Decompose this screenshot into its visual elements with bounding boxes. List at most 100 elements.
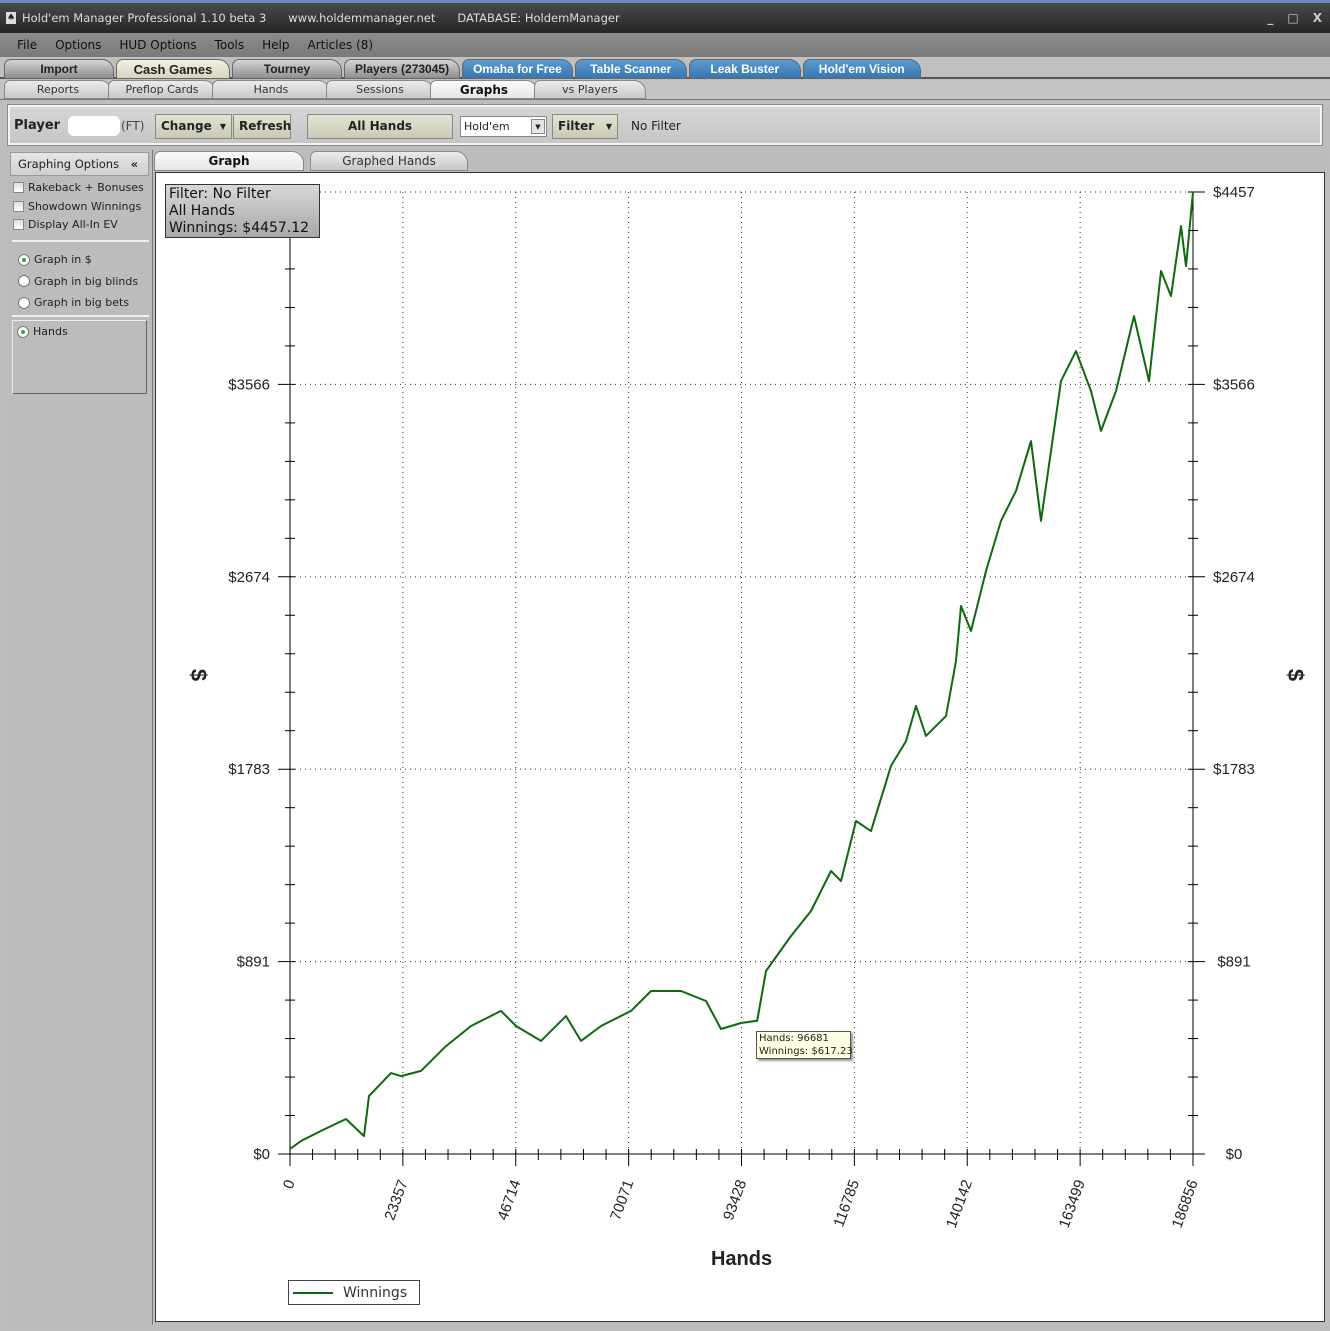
graphing-options-panel: Graphing Options « Rakeback + Bonuses Sho…: [8, 150, 153, 1325]
y-tick-label-left: $0: [253, 1146, 270, 1163]
x-tick-label: 140142: [943, 1178, 976, 1231]
y-tick-label-right: $4457: [1213, 184, 1255, 201]
tab-tourney[interactable]: Tourney: [232, 59, 342, 79]
radio-label: Graph in $: [34, 253, 92, 266]
refresh-button[interactable]: Refresh: [233, 114, 291, 139]
y-axis-title-left: $: [186, 669, 211, 681]
chevron-down-icon: ▼: [605, 122, 612, 131]
change-button[interactable]: Change ▼: [155, 114, 232, 139]
checkbox-showdown-winnings[interactable]: Showdown Winnings: [13, 200, 141, 213]
x-tick-label: 70071: [607, 1178, 637, 1223]
tab-players-[interactable]: Players (273045): [344, 59, 461, 79]
close-button[interactable]: X: [1312, 11, 1322, 25]
radio-label: Graph in big bets: [34, 296, 130, 309]
chart-tab-graph[interactable]: Graph: [154, 151, 304, 171]
subtab-vs-players[interactable]: vs Players: [534, 80, 646, 99]
x-tick-label: 0: [280, 1178, 299, 1192]
y-tick-label-right: $2674: [1213, 569, 1255, 586]
checkbox-display-all-in-ev[interactable]: Display All-In EV: [13, 218, 118, 231]
chart-area: $0 $0 $891 $891 $1783 $1783 $2674 $2674 $3566 $35…: [155, 172, 1325, 1322]
subtab-graphs[interactable]: Graphs: [430, 80, 538, 99]
checkbox-rakeback-bonuses[interactable]: Rakeback + Bonuses: [13, 181, 144, 194]
player-site: (FT): [121, 119, 145, 133]
radio-graph-in-big-blinds[interactable]: Graph in big blinds: [18, 275, 138, 288]
checkbox-box[interactable]: [13, 219, 24, 230]
graphing-options-header: Graphing Options «: [10, 152, 149, 176]
radio-label: Hands: [33, 325, 68, 338]
x-tick-label: 46714: [494, 1178, 524, 1223]
subtab-sessions[interactable]: Sessions: [326, 80, 434, 99]
collapse-icon[interactable]: «: [130, 157, 138, 171]
x-axis-title: Hands: [711, 1248, 772, 1270]
subtab-reports[interactable]: Reports: [4, 80, 112, 99]
dropdown-arrow-icon: ▼: [531, 119, 545, 134]
graph-info-box: Filter: No Filter All Hands Winnings: $4…: [165, 184, 320, 238]
radio-graph-in-big-bets[interactable]: Graph in big bets: [18, 296, 129, 309]
tab-omaha-for-free[interactable]: Omaha for Free: [462, 59, 573, 79]
menu-hud-options[interactable]: HUD Options: [119, 38, 197, 52]
subtab-preflop-cards[interactable]: Preflop Cards: [108, 80, 216, 99]
toolbar: Player (FT) Change ▼ Refresh All Hands Ho…: [7, 104, 1323, 146]
radio-graph-in-[interactable]: Graph in $: [18, 253, 92, 266]
chevron-down-icon: ▼: [219, 122, 226, 131]
tab-cash-games[interactable]: Cash Games: [116, 59, 230, 79]
radio-button[interactable]: [18, 296, 30, 309]
x-tick-label: 116785: [830, 1178, 863, 1230]
y-tick-label-left: $2674: [228, 569, 270, 586]
menu-tools[interactable]: Tools: [214, 38, 245, 52]
tooltip-winnings: Winnings: $617.23: [759, 1046, 853, 1057]
app-icon: ♠: [6, 12, 16, 24]
chart-legend: Winnings: [288, 1280, 420, 1305]
minimize-button[interactable]: _: [1267, 11, 1274, 25]
sub-tabs: Reports Preflop Cards Hands Sessions Graphs v…: [0, 80, 1330, 100]
info-winnings: Winnings: $4457.12: [169, 220, 310, 236]
chart-tab-graphed-hands[interactable]: Graphed Hands: [310, 151, 468, 171]
checkbox-label: Rakeback + Bonuses: [28, 181, 144, 194]
y-tick-label-left: $891: [237, 954, 270, 971]
x-tick-label: 163499: [1056, 1178, 1089, 1231]
menu-options[interactable]: Options: [55, 38, 102, 52]
radio-label: Graph in big blinds: [34, 274, 139, 288]
menu-file[interactable]: File: [17, 38, 38, 52]
legend-swatch: [293, 1291, 333, 1294]
filter-button[interactable]: Filter ▼: [552, 114, 618, 139]
player-label: Player: [14, 118, 61, 133]
maximize-button[interactable]: □: [1287, 11, 1299, 25]
site-url: www.holdemmanager.net: [288, 11, 436, 25]
checkbox-label: Display All-In EV: [28, 218, 118, 231]
title-bar: ♠ Hold'em Manager Professional 1.10 beta…: [0, 0, 1330, 33]
checkbox-box[interactable]: [13, 200, 24, 212]
y-axis-title-right: $: [1283, 669, 1308, 681]
x-tick-label: 186856: [1169, 1178, 1202, 1231]
radio-hands[interactable]: Hands: [17, 325, 68, 338]
radio-button[interactable]: [18, 253, 30, 266]
menu-help[interactable]: Help: [262, 38, 290, 52]
player-name-redacted: [68, 116, 120, 136]
chart-tabs: Graph Graphed Hands: [154, 150, 1326, 172]
tab-leak-buster[interactable]: Leak Buster: [688, 59, 801, 79]
menu-articles-[interactable]: Articles (8): [307, 38, 374, 52]
y-tick-label-right: $3566: [1213, 376, 1255, 393]
x-tick-label: 23357: [381, 1178, 411, 1223]
hover-tooltip: Hands: 96681 Winnings: $617.23: [756, 1031, 853, 1059]
tab-import[interactable]: Import: [4, 59, 114, 79]
y-tick-label-left: $3566: [228, 376, 270, 393]
all-hands-button[interactable]: All Hands: [307, 114, 453, 139]
app-title: Hold'em Manager Professional 1.10 beta 3: [22, 11, 267, 25]
radio-button[interactable]: [18, 275, 30, 287]
subtab-hands[interactable]: Hands: [212, 80, 330, 99]
tab-hold-em-vision[interactable]: Hold'em Vision: [802, 59, 921, 79]
divider: [12, 315, 149, 317]
series-line-winnings: [289, 191, 1194, 1150]
radio-button[interactable]: [17, 325, 29, 338]
checkbox-box[interactable]: [13, 182, 24, 193]
game-select[interactable]: Hold'em ▼: [460, 116, 547, 137]
checkbox-label: Showdown Winnings: [28, 199, 142, 213]
x-tick-label: 93428: [720, 1178, 750, 1223]
divider: [12, 240, 149, 242]
tab-table-scanner[interactable]: Table Scanner: [574, 59, 687, 79]
winnings-chart: $0 $0 $891 $891 $1783 $1783 $2674 $2674 $3566 $35…: [186, 184, 1308, 1270]
y-tick-label-right: $1783: [1213, 761, 1255, 778]
info-filter: Filter: No Filter: [169, 186, 271, 202]
legend-label: Winnings: [343, 1284, 408, 1301]
